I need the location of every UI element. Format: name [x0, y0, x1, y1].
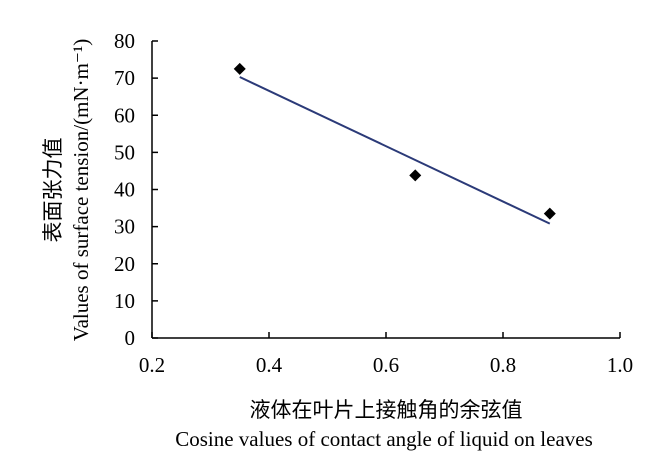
x-tick-label: 0.6: [373, 353, 399, 377]
y-tick-label: 40: [114, 178, 135, 202]
y-axis-title-en: Values of surface tension/(mN·m⁻¹): [69, 39, 93, 342]
trend-line: [239, 76, 551, 225]
data-point: [409, 169, 422, 182]
tick-labels: 0.2 0.4 0.6 0.8 1.0 0 10 20 30 40 50 60 70 80: [114, 29, 633, 377]
y-axis-title: 表面张力值 Values of surface tension/(mN·m⁻¹): [41, 39, 93, 342]
y-tick-label: 60: [114, 103, 135, 127]
axes: [151, 41, 620, 339]
data-point: [233, 62, 246, 75]
x-tick-label: 1.0: [607, 353, 633, 377]
y-tick-label: 0: [125, 326, 136, 350]
y-tick-label: 10: [114, 289, 135, 313]
y-tick-label: 30: [114, 215, 135, 239]
y-tick-label: 20: [114, 252, 135, 276]
points: [233, 62, 556, 220]
ticks: [151, 40, 621, 339]
x-tick-label: 0.2: [139, 353, 165, 377]
x-axis-title-zh: 液体在叶片上接触角的余弦值: [250, 398, 523, 422]
y-tick-label: 80: [114, 29, 135, 53]
x-tick-label: 0.4: [256, 353, 283, 377]
trend: [239, 76, 551, 225]
x-axis-title-en: Cosine values of contact angle of liquid…: [175, 427, 593, 451]
x-tick-label: 0.8: [490, 353, 516, 377]
y-tick-label: 70: [114, 66, 135, 90]
x-axis-title: 液体在叶片上接触角的余弦值 Cosine values of contact a…: [175, 398, 593, 451]
y-tick-label: 50: [114, 140, 135, 164]
y-axis-title-zh: 表面张力值: [41, 138, 65, 243]
data-point: [543, 207, 556, 220]
